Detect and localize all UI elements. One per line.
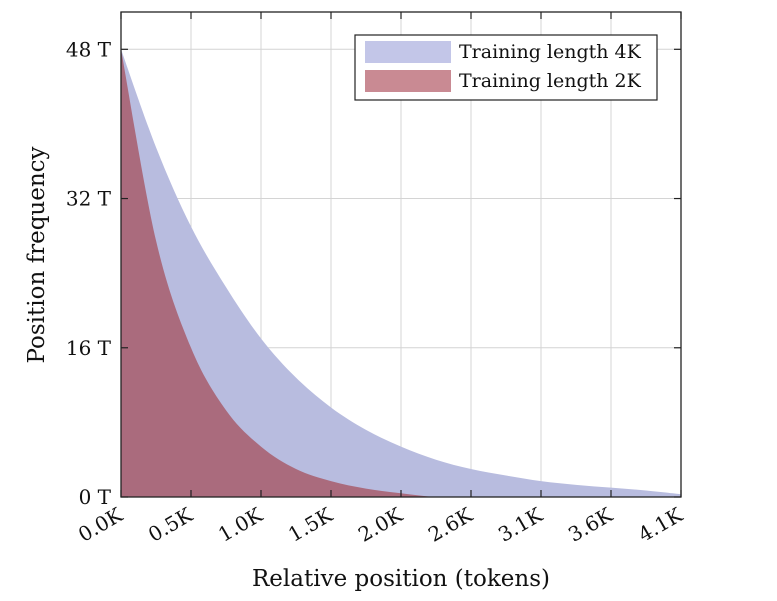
axis-ticks [120,12,682,498]
x-tick-label: 0.5K [144,502,197,547]
y-axis-title: Position frequency [24,146,50,363]
legend-swatch-2k [365,70,451,92]
y-tick-label: 0 T [79,485,112,509]
x-tick-label: 2.6K [424,502,477,547]
x-tick-label: 4.1K [634,502,687,547]
x-axis-title: Relative position (tokens) [252,566,550,592]
legend: Training length 4K Training length 2K [354,34,658,101]
legend-swatch-4k [365,41,451,63]
x-tick-label: 3.6K [564,502,617,547]
data-areas [121,49,681,498]
y-tick-label: 16 T [66,336,112,360]
x-tick-label: 2.0K [354,502,407,547]
legend-label-2k: Training length 2K [459,70,642,92]
x-tick-label: 1.0K [214,502,267,547]
y-tick-label: 32 T [66,187,112,211]
y-tick-label: 48 T [66,37,112,61]
area-series-0 [121,49,681,498]
x-tick-label: 1.5K [284,502,337,547]
legend-label-4k: Training length 4K [459,41,642,63]
y-tick-labels: 0 T 16 T 32 T 48 T [66,37,112,509]
x-tick-labels: 0.0K 0.5K 1.0K 1.5K 2.0K 2.6K 3.1K 3.6K 4.1K [74,502,687,547]
x-tick-label: 3.1K [494,502,547,547]
area-series-1 [121,49,681,498]
